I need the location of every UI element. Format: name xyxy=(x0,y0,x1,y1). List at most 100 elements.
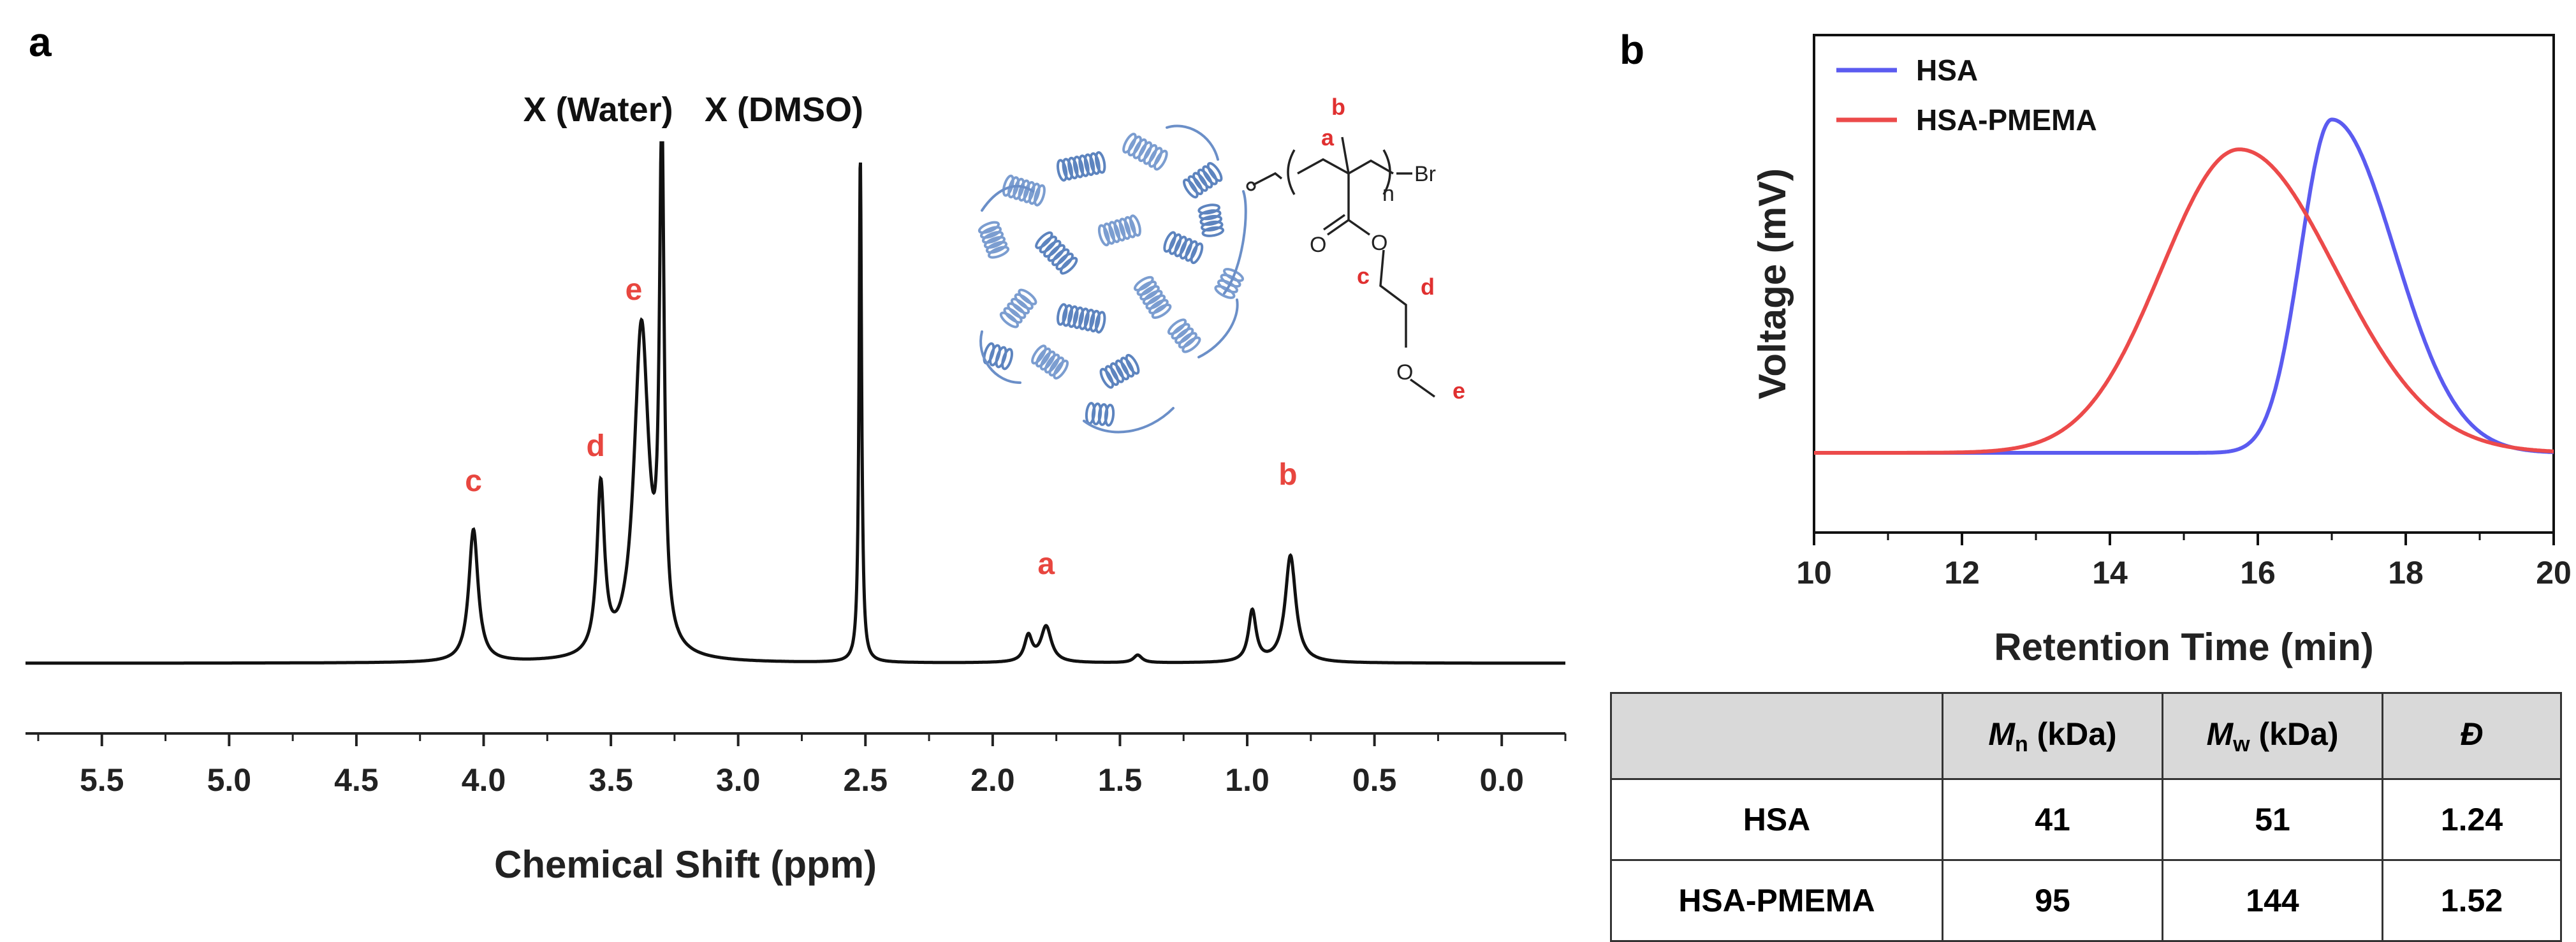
helix-turn xyxy=(1197,168,1213,189)
nmr-x-tick-label: 2.5 xyxy=(844,762,888,798)
helix-turn xyxy=(1125,353,1140,375)
protein-loop xyxy=(981,184,1034,212)
helix-turn xyxy=(1132,138,1148,159)
header-dispersity: Đ xyxy=(2382,692,2562,780)
hsa-protein-structure-image xyxy=(977,124,1247,434)
helix-turn xyxy=(1113,219,1126,242)
helix-turn xyxy=(977,221,1000,234)
helix-turn xyxy=(1206,162,1223,182)
helix-turn xyxy=(1192,172,1208,192)
helix-turn xyxy=(1018,288,1037,305)
helix-turn xyxy=(1007,302,1027,320)
helix-turn xyxy=(1104,365,1120,386)
protein-helix xyxy=(1167,318,1201,353)
helix-turn xyxy=(1072,156,1085,179)
nmr-solvent-label: X (Water) xyxy=(523,91,673,129)
nmr-x-tick-label: 5.0 xyxy=(207,762,252,798)
gpc-x-tick-label: 14 xyxy=(2092,555,2128,591)
helix-turn xyxy=(995,346,1007,369)
protein-loop xyxy=(1083,407,1175,434)
helix-turn xyxy=(1057,303,1068,326)
helix-turn xyxy=(1039,235,1058,254)
helix-turn xyxy=(1151,304,1172,320)
helix-turn xyxy=(1034,184,1046,207)
helix-turn xyxy=(1048,357,1065,377)
protein-helix xyxy=(1035,231,1078,275)
gpc-x-ticks: 10 12 14 16 18 20 xyxy=(1796,533,2572,591)
helix-turn xyxy=(981,231,1004,244)
helix-turn xyxy=(1138,141,1153,163)
helix-turn xyxy=(1118,217,1131,240)
protein-helix xyxy=(1002,174,1046,207)
helix-turn xyxy=(1028,182,1041,205)
nmr-x-ticks: 5.5 5.0 4.5 4.0 3.5 3.0 2.5 2.0 1.5 1.0 0.5 0.0 xyxy=(37,733,1567,798)
helix-turn xyxy=(1133,276,1154,291)
helix-turn xyxy=(1142,290,1163,305)
cell-dispersity: 1.24 xyxy=(2382,778,2562,861)
gpc-series-lines xyxy=(1814,117,2554,455)
helix-turn xyxy=(1001,348,1013,371)
nmr-x-tick-label: 4.5 xyxy=(334,762,379,798)
helix-turn xyxy=(1123,216,1136,239)
helix-turn xyxy=(1108,221,1121,244)
helix-turn xyxy=(1014,293,1034,310)
helix-turn xyxy=(1083,153,1095,176)
legend-label-hsa-pmema: HSA-PMEMA xyxy=(1916,103,2097,136)
helix-turn xyxy=(1103,222,1115,245)
cell-mn: 41 xyxy=(1942,778,2163,861)
cell-mw: 51 xyxy=(2162,778,2383,861)
helix-turn xyxy=(999,311,1019,328)
helix-turn xyxy=(1115,359,1130,381)
helix-turn xyxy=(1185,240,1198,262)
protein-helix xyxy=(1122,133,1168,171)
helix-turn xyxy=(987,246,1010,259)
helix-turn xyxy=(1097,224,1110,247)
nmr-peak-labels: c d e b a X (Water) X (DMSO) xyxy=(465,91,1297,581)
bond-c-o-double-2 xyxy=(1322,214,1346,231)
molecular-weight-table: Mn (kDa) Mw (kDa) Đ HSA 41 51 1.24 HSA-P… xyxy=(1610,692,2562,942)
helix-turn xyxy=(1175,327,1194,344)
helix-turn xyxy=(1035,231,1053,249)
helix-turn xyxy=(1190,242,1204,265)
helix-turn xyxy=(1120,357,1135,378)
header-mn: Mn (kDa) xyxy=(1942,692,2163,780)
protein-helix xyxy=(1163,231,1204,265)
helix-turn xyxy=(1145,294,1166,310)
nmr-x-tick-label: 2.0 xyxy=(970,762,1015,798)
helix-turn xyxy=(979,226,1002,239)
protein-helix xyxy=(1057,303,1106,334)
protein-loop xyxy=(1197,298,1239,358)
header-sample xyxy=(1610,692,1943,780)
helix-turn xyxy=(1062,304,1073,327)
helix-turn xyxy=(1198,209,1222,221)
repeat-subscript-n: n xyxy=(1382,182,1394,206)
panel-b-letter: b xyxy=(1620,27,1644,73)
bond-linker xyxy=(1252,172,1283,186)
struct-label-c: c xyxy=(1357,263,1370,289)
cell-dispersity: 1.52 xyxy=(2382,859,2562,942)
nmr-solvent-label: X (DMSO) xyxy=(705,91,863,129)
struct-label-e: e xyxy=(1453,378,1465,404)
protein-helix xyxy=(1183,162,1223,199)
helix-turn xyxy=(1089,152,1101,175)
helix-turn xyxy=(1003,307,1023,324)
nmr-peak-label-b: b xyxy=(1278,458,1297,492)
struct-label-b: b xyxy=(1331,94,1345,120)
gpc-x-axis-title: Retention Time (min) xyxy=(1994,626,2374,668)
helix-turn xyxy=(1057,159,1068,182)
nmr-x-tick-label: 3.0 xyxy=(716,762,761,798)
gpc-series-line-hsa-pmema xyxy=(1814,147,2554,455)
bracket-left xyxy=(1287,149,1296,195)
helix-turn xyxy=(1055,253,1074,270)
helix-turn xyxy=(1039,350,1056,371)
helix-turn xyxy=(1023,180,1036,203)
helix-turn xyxy=(1043,240,1062,258)
protein-loop xyxy=(1223,190,1247,295)
gpc-x-tick-label: 10 xyxy=(1796,555,1832,591)
protein-helix xyxy=(1031,344,1069,380)
helix-turn xyxy=(1078,307,1090,330)
atom-o-carbonyl: O xyxy=(1310,233,1326,257)
cell-sample-name: HSA-PMEMA xyxy=(1610,859,1943,942)
table-header-row: Mn (kDa) Mw (kDa) Đ xyxy=(1610,692,2562,780)
